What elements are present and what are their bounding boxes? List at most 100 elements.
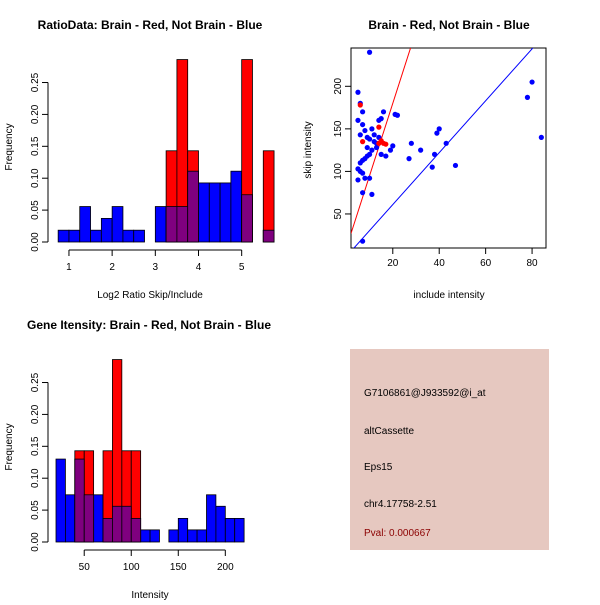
not-brain-point <box>366 49 373 55</box>
y-tick-label: 50 <box>333 208 344 220</box>
brain-point <box>357 102 363 108</box>
overlap-bar <box>187 170 199 243</box>
intensity-scatter-panel: Brain - Red, Not Brain - Blue include in… <box>303 18 547 301</box>
not-brain-point <box>360 238 366 244</box>
not-brain-point <box>371 139 377 145</box>
not-brain-point <box>366 136 373 142</box>
not-brain-bar <box>208 182 221 243</box>
not-brain-point <box>369 126 375 132</box>
not-brain-bar <box>90 229 102 243</box>
not-brain-point <box>373 144 380 151</box>
x-tick-label: 50 <box>79 562 91 573</box>
x-tick-label: 100 <box>123 562 140 573</box>
info-location: chr4.17758-2.51 <box>364 499 437 510</box>
y-tick-label: 0.00 <box>30 232 41 252</box>
x-tick-label: 60 <box>480 258 492 269</box>
not-brain-point <box>360 121 366 128</box>
not-brain-point <box>376 117 382 123</box>
not-brain-point <box>357 160 363 166</box>
not-brain-point <box>406 156 412 162</box>
not-brain-point <box>360 109 366 115</box>
not-brain-bar <box>196 529 207 543</box>
x-tick-label: 200 <box>217 562 234 573</box>
x-tick-label: 5 <box>239 262 245 273</box>
y-tick-label: 0.25 <box>30 72 41 92</box>
not-brain-bar <box>154 206 167 243</box>
scatter-plot-box <box>350 47 547 249</box>
not-brain-bar <box>168 529 179 543</box>
not-brain-point <box>408 140 414 146</box>
not-brain-point <box>383 153 389 159</box>
scatter-ylabel: skip intensity <box>303 121 314 178</box>
info-event-type: altCassette <box>364 426 414 437</box>
not-brain-bar <box>100 217 113 243</box>
x-tick-label: 1 <box>66 262 72 273</box>
ratio-histogram-ylabel: Frequency <box>4 123 15 170</box>
not-brain-point <box>529 79 535 85</box>
not-brain-bar <box>206 494 217 543</box>
info-probe-id: G7106861@J933592@i_at <box>364 388 486 399</box>
overlap-bar <box>112 505 123 543</box>
brain-point <box>376 124 382 130</box>
overlap-bar <box>74 458 85 543</box>
not-brain-point <box>418 147 424 153</box>
not-brain-bar <box>122 229 135 243</box>
not-brain-point <box>360 170 366 176</box>
x-tick-label: 3 <box>153 262 159 273</box>
y-tick-label: 150 <box>333 120 344 137</box>
not-brain-bar <box>177 517 189 543</box>
not-brain-point <box>355 89 361 95</box>
x-tick-label: 40 <box>434 258 446 269</box>
not-brain-bar <box>140 529 151 543</box>
not-brain-point <box>362 175 368 181</box>
not-brain-bar <box>224 517 236 543</box>
not-brain-bar <box>149 529 160 543</box>
y-tick-label: 0.20 <box>30 404 41 424</box>
not-brain-point <box>443 140 449 146</box>
not-brain-point <box>390 143 396 149</box>
scatter-title: Brain - Red, Not Brain - Blue <box>368 18 530 32</box>
not-brain-bar <box>215 505 226 543</box>
not-brain-point <box>387 147 394 153</box>
not-brain-point <box>355 117 361 123</box>
x-tick-label: 4 <box>196 262 202 273</box>
gene-intensity-xlabel: Intensity <box>131 590 168 600</box>
overlap-bar <box>121 505 132 543</box>
not-brain-point <box>357 132 363 138</box>
info-panel: G7106861@J933592@i_at altCassette Eps15 … <box>350 349 549 550</box>
not-brain-bar <box>219 182 232 243</box>
ratio-histogram-title: RatioData: Brain - Red, Not Brain - Blue <box>38 18 263 32</box>
not-brain-point <box>362 127 368 134</box>
not-brain-point <box>394 112 401 118</box>
not-brain-bar <box>65 494 76 543</box>
info-pval: Pval: 0.000667 <box>364 528 431 539</box>
overlap-bar <box>165 206 178 243</box>
not-brain-point <box>380 109 387 115</box>
gene-intensity-ylabel: Frequency <box>4 423 15 470</box>
not-brain-point <box>360 190 366 196</box>
not-brain-bar <box>68 229 81 243</box>
ratio-histogram-panel: RatioData: Brain - Red, Not Brain - Blue… <box>4 18 275 301</box>
not-brain-point <box>366 175 373 181</box>
y-tick-label: 0.00 <box>30 532 41 552</box>
histogram-bars <box>55 359 245 543</box>
brain-point <box>376 140 382 146</box>
x-tick-label: 80 <box>527 258 539 269</box>
not-brain-point <box>434 130 440 136</box>
not-brain-point <box>371 132 377 138</box>
not-brain-point <box>378 151 384 157</box>
x-tick-label: 2 <box>109 262 115 273</box>
histogram-bars <box>57 59 275 243</box>
brain-bar <box>262 150 275 243</box>
brain-point <box>360 139 366 145</box>
y-tick-label: 0.10 <box>30 168 41 188</box>
not-brain-bar <box>133 229 145 243</box>
not-brain-point <box>436 126 442 132</box>
overlap-bar <box>102 517 113 543</box>
not-brain-point <box>429 164 435 170</box>
y-tick-label: 0.10 <box>30 468 41 488</box>
not-brain-bar <box>111 206 124 243</box>
not-brain-point <box>431 151 438 157</box>
not-brain-point <box>369 147 375 153</box>
